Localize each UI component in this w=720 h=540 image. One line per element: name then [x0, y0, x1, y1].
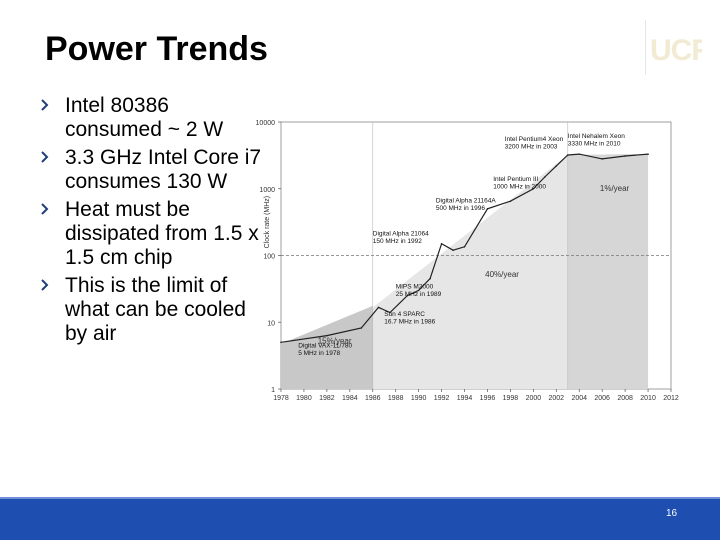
annotation-line: Intel Nehalem Xeon	[568, 133, 625, 140]
bullet-text: Intel 80386 consumed ~ 2 W	[65, 94, 224, 141]
annotation-line: MIPS M2000	[396, 284, 434, 291]
data-point	[532, 187, 535, 190]
data-point	[429, 277, 431, 280]
chart-annotation: MIPS M2000 25 MHz in 1989	[396, 284, 442, 299]
chart-annotation: Intel Nehalem Xeon 3330 MHz in 2010	[568, 133, 625, 148]
slide-title: Power Trends	[45, 30, 268, 68]
region-rate-label: 1%/year	[600, 184, 630, 193]
y-tick-label: 10	[267, 320, 275, 327]
annotation-line: 150 MHz in 1992	[373, 238, 423, 245]
chevron-right-icon	[41, 203, 49, 215]
data-point	[452, 249, 454, 252]
data-point	[555, 165, 558, 167]
chart-annotation: Intel Pentium III 1000 MHz in 2000	[493, 176, 546, 191]
chart-annotation: Digital VAX-11/780 5 MHz in 1978	[298, 342, 352, 357]
y-axis-label: Clock rate (MHz)	[264, 196, 271, 249]
region-rate-label: 15%/year	[318, 337, 352, 346]
x-tick-label: 1982	[319, 395, 335, 402]
annotation-line: 1000 MHz in 2000	[493, 184, 546, 191]
data-point	[601, 158, 603, 160]
bullet-item: This is the limit of what can be cooled …	[40, 274, 262, 346]
data-point	[544, 176, 546, 178]
data-point	[509, 200, 512, 203]
x-tick-label: 2012	[663, 395, 679, 402]
annotation-line: 16.7 MHz in 1986	[384, 318, 435, 325]
annotation-line: 5 MHz in 1978	[298, 350, 340, 357]
chart-annotation: Digital Alpha 21164A 500 MHz in 1996	[436, 198, 497, 213]
x-tick-label: 1996	[480, 395, 496, 402]
chevron-right-icon	[41, 279, 49, 291]
x-tick-label: 2000	[526, 395, 542, 402]
footer-accent-line	[0, 497, 720, 499]
annotation-line: 25 MHz in 1989	[396, 291, 442, 298]
x-tick-label: 1992	[434, 395, 450, 402]
data-point	[440, 242, 443, 245]
data-point	[566, 154, 569, 156]
y-tick-label: 100	[263, 254, 275, 261]
ucr-logo-text: UCR	[650, 34, 702, 66]
chart-annotation: Digital Alpha 21064 150 MHz in 1992	[373, 230, 429, 245]
chart-annotation: Sun 4 SPARC 16.7 MHz in 1986	[384, 311, 435, 326]
growth-region	[281, 305, 373, 389]
y-tick-label: 1000	[259, 187, 275, 194]
growth-region	[372, 155, 568, 389]
annotation-line: Intel Pentium4 Xeon	[505, 136, 564, 143]
region-rate-label: 40%/year	[485, 270, 519, 279]
page-number: 16	[666, 508, 678, 519]
x-tick-label: 1988	[388, 395, 404, 402]
chevron-right-icon	[41, 151, 49, 163]
data-point	[326, 334, 328, 337]
ucr-logo: UCR	[645, 20, 704, 75]
x-tick-label: 1998	[503, 395, 519, 402]
bullet-text: 3.3 GHz Intel Core i7 consumes 130 W	[65, 146, 262, 193]
data-point	[647, 153, 649, 155]
annotation-line: Intel Pentium III	[493, 176, 538, 183]
ucr-logo-mark: UCR	[650, 34, 702, 66]
data-point	[578, 153, 581, 155]
data-point	[377, 306, 380, 309]
annotation-line: 3200 MHz in 2003	[505, 143, 558, 150]
data-point	[486, 208, 489, 210]
chevron-right-icon	[41, 99, 49, 111]
data-point	[360, 327, 363, 329]
bullet-text: This is the limit of what can be cooled …	[65, 274, 246, 345]
y-tick-label: 1	[271, 387, 275, 394]
x-tick-label: 1980	[296, 395, 312, 402]
data-point	[280, 341, 282, 344]
data-point	[463, 246, 466, 248]
footer-bar	[0, 497, 720, 540]
x-tick-label: 2004	[571, 395, 587, 402]
x-tick-label: 1986	[365, 395, 381, 402]
y-tick-label: 10000	[256, 120, 276, 127]
x-tick-label: 1990	[411, 395, 427, 402]
annotation-line: Digital VAX-11/780	[298, 342, 352, 349]
bullet-text: Heat must be dissipated from 1.5 x 1.5 c…	[65, 198, 259, 269]
clock-rate-chart: 15%/year 40%/year 1%/year 1 10 100 1000 10000 19…	[256, 120, 679, 402]
bullet-item: Intel 80386 consumed ~ 2 W	[40, 94, 262, 142]
x-tick-label: 2010	[640, 395, 656, 402]
chart-annotation: Intel Pentium4 Xeon 3200 MHz in 2003	[505, 136, 564, 151]
x-tick-label: 1978	[273, 395, 289, 402]
annotation-line: Digital Alpha 21164A	[436, 198, 497, 205]
bullet-item: 3.3 GHz Intel Core i7 consumes 130 W	[40, 146, 262, 194]
bullet-item: Heat must be dissipated from 1.5 x 1.5 c…	[40, 198, 262, 270]
x-tick-label: 2008	[617, 395, 633, 402]
x-tick-label: 1994	[457, 395, 473, 402]
annotation-line: 500 MHz in 1996	[436, 205, 486, 212]
data-point	[417, 289, 420, 292]
annotation-line: 3330 MHz in 2010	[568, 140, 621, 147]
data-point	[389, 311, 391, 314]
annotation-line: Sun 4 SPARC	[384, 311, 425, 318]
data-point	[624, 155, 626, 157]
bullet-list: Intel 80386 consumed ~ 2 W 3.3 GHz Intel…	[40, 94, 262, 350]
x-tick-label: 2002	[549, 395, 565, 402]
data-point	[406, 294, 408, 297]
x-tick-label: 1984	[342, 395, 358, 402]
annotation-line: Digital Alpha 21064	[373, 230, 429, 237]
x-tick-label: 2006	[594, 395, 610, 402]
growth-region	[567, 153, 649, 389]
